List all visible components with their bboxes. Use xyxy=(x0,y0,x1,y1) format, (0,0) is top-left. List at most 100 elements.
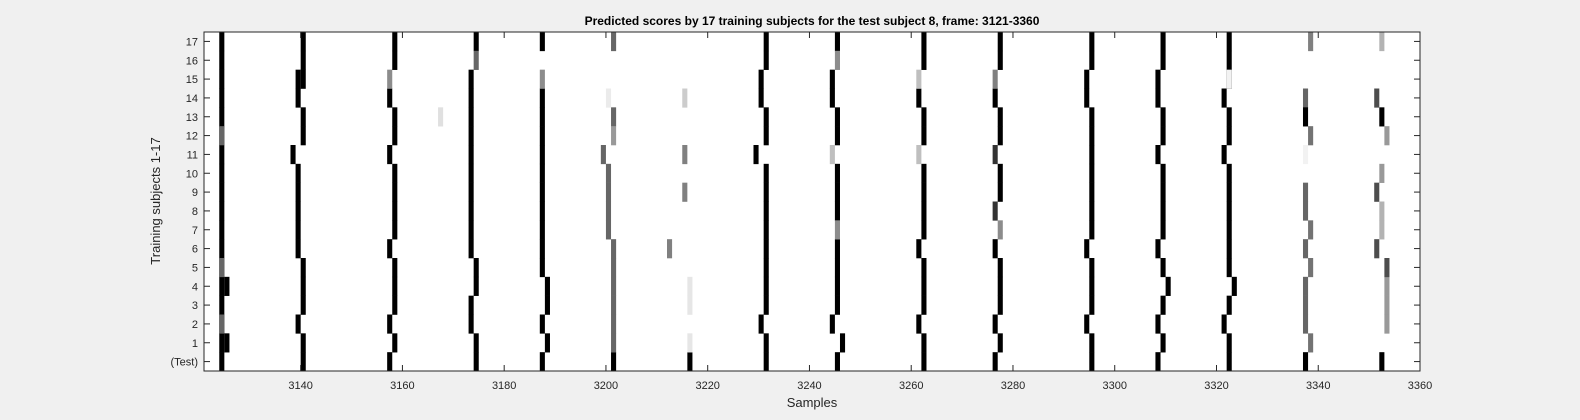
heatmap-cell xyxy=(539,239,545,259)
heatmap-cell xyxy=(611,314,617,334)
heatmap-cell xyxy=(1089,220,1095,240)
heatmap-cell xyxy=(392,258,398,278)
heatmap-cell xyxy=(1089,163,1095,183)
heatmap-cell xyxy=(1089,182,1095,202)
heatmap-cell xyxy=(1226,352,1232,372)
heatmap-cell xyxy=(916,69,922,89)
heatmap-cell xyxy=(763,126,769,146)
heatmap-cell xyxy=(1379,163,1385,183)
heatmap-cell xyxy=(1089,352,1095,372)
heatmap-cell xyxy=(916,88,922,108)
heatmap-cell xyxy=(1160,32,1166,52)
heatmap-cell xyxy=(468,239,474,259)
heatmap-cell xyxy=(219,276,225,296)
heatmap-cell xyxy=(829,145,835,165)
heatmap-cell xyxy=(763,107,769,127)
heatmap-cell xyxy=(921,32,927,52)
heatmap-cell xyxy=(834,163,840,183)
heatmap-cell xyxy=(921,352,927,372)
heatmap-cell xyxy=(392,163,398,183)
heatmap-cell xyxy=(834,201,840,221)
heatmap-cell xyxy=(763,295,769,315)
heatmap-cell xyxy=(219,258,225,278)
heatmap-cell xyxy=(1160,107,1166,127)
heatmap-cell xyxy=(387,88,393,108)
heatmap-cell xyxy=(687,295,693,315)
heatmap-cell xyxy=(1160,182,1166,202)
heatmap-cell xyxy=(1089,50,1095,70)
heatmap-cell xyxy=(834,50,840,70)
heatmap-cell xyxy=(468,295,474,315)
heatmap-cell xyxy=(997,333,1003,353)
heatmap-cell xyxy=(1379,352,1385,372)
heatmap-cell xyxy=(1160,163,1166,183)
heatmap-cell xyxy=(1226,163,1232,183)
heatmap-cell xyxy=(539,314,545,334)
heatmap-cell xyxy=(1308,333,1314,353)
heatmap-cell xyxy=(392,50,398,70)
heatmap-cell xyxy=(1089,145,1095,165)
heatmap-cell xyxy=(687,352,693,372)
heatmap-cell xyxy=(921,276,927,296)
heatmap-cell xyxy=(468,201,474,221)
heatmap-cell xyxy=(1084,88,1090,108)
y-tick-label: 11 xyxy=(187,149,198,161)
heatmap-cell xyxy=(539,145,545,165)
heatmap-cell xyxy=(1302,107,1309,127)
heatmap-cell xyxy=(1384,126,1390,146)
heatmap-cell xyxy=(219,69,225,89)
heatmap-cell xyxy=(387,145,393,165)
heatmap-cell xyxy=(438,107,444,127)
heatmap-cells xyxy=(219,32,1390,372)
heatmap-cell xyxy=(300,276,306,296)
heatmap-cell xyxy=(1221,314,1227,334)
heatmap-cell xyxy=(1384,314,1390,334)
heatmap-cell xyxy=(1379,32,1385,52)
heatmap-cell xyxy=(753,145,759,165)
x-tick-label: 3160 xyxy=(390,380,414,392)
heatmap-cell xyxy=(763,333,769,353)
heatmap-cell xyxy=(1226,239,1232,259)
heatmap-cell xyxy=(1379,220,1385,240)
heatmap-cell xyxy=(611,258,617,278)
y-tick-label: 4 xyxy=(192,281,198,293)
heatmap-cell xyxy=(295,69,301,89)
heatmap-cell xyxy=(1226,201,1232,221)
heatmap-cell xyxy=(300,258,306,278)
heatmap-cell xyxy=(1089,201,1095,221)
heatmap-cell xyxy=(539,182,545,202)
heatmap-cell xyxy=(834,126,840,146)
heatmap-cell xyxy=(1374,239,1380,259)
heatmap-cell xyxy=(834,239,840,259)
heatmap-cell xyxy=(1226,126,1232,146)
heatmap-cell xyxy=(1089,32,1095,52)
heatmap-cell xyxy=(1302,276,1309,296)
heatmap-cell xyxy=(687,333,693,353)
heatmap-cell xyxy=(539,163,545,183)
heatmap-cell xyxy=(605,163,612,183)
heatmap-cell xyxy=(921,163,927,183)
heatmap-cell xyxy=(300,295,306,315)
heatmap-cell xyxy=(387,314,393,334)
heatmap-cell xyxy=(539,352,545,372)
heatmap-cell xyxy=(1160,126,1166,146)
heatmap-cell xyxy=(605,201,612,221)
heatmap-cell xyxy=(992,239,998,259)
heatmap-cell xyxy=(916,145,922,165)
heatmap-cell xyxy=(1084,239,1090,259)
heatmap-cell xyxy=(295,163,301,183)
heatmap-cell xyxy=(921,107,927,127)
heatmap-cell xyxy=(921,258,927,278)
heatmap-cell xyxy=(1379,201,1385,221)
x-tick-label: 3360 xyxy=(1408,380,1432,392)
heatmap-cell xyxy=(1226,182,1232,202)
heatmap-cell xyxy=(300,333,306,353)
heatmap-cell xyxy=(758,314,764,334)
heatmap-cell xyxy=(1089,126,1095,146)
heatmap-cell xyxy=(921,201,927,221)
heatmap-cell xyxy=(468,88,474,108)
y-tick-label: 13 xyxy=(186,112,198,124)
heatmap-cell xyxy=(763,182,769,202)
heatmap-cell xyxy=(1089,107,1095,127)
